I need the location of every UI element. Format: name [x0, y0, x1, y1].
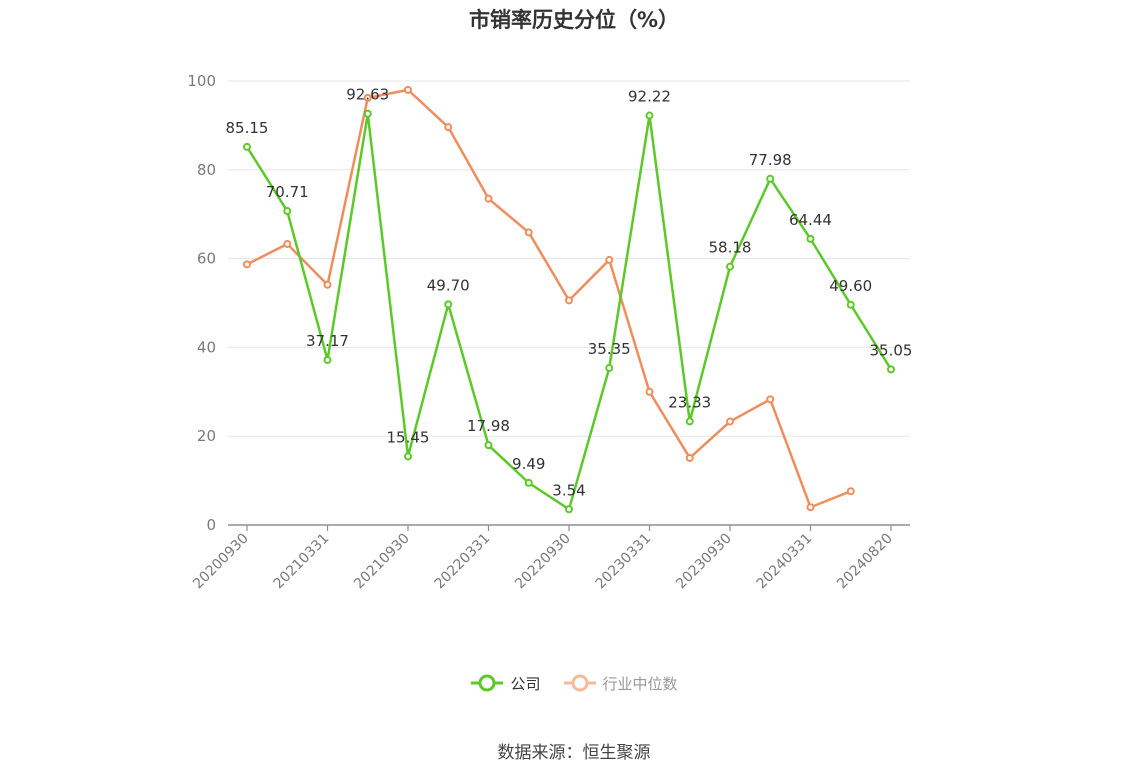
industry-data-point [363, 93, 372, 102]
data-label: 58.18 [709, 239, 752, 257]
company-data-point [726, 262, 734, 271]
data-label: 3.54 [552, 481, 585, 499]
company-data-point [605, 364, 614, 373]
data-label: 17.98 [467, 417, 510, 435]
data-label: 49.70 [427, 276, 470, 294]
industry-series-line [246, 88, 852, 509]
legend-item-industry[interactable]: 行业中位数 [563, 672, 678, 694]
company-data-point [806, 234, 815, 243]
data-label: 9.49 [512, 455, 545, 473]
company-data-point [685, 417, 694, 426]
data-label: 70.71 [266, 183, 309, 201]
industry-data-point [524, 228, 533, 237]
chart-title: 市销率历史分位（%） [468, 8, 680, 32]
legend-line-icon [471, 674, 504, 692]
company-data-point [283, 207, 292, 216]
x-tick-label: 20220930 [512, 531, 574, 593]
x-tick-label: 20240331 [754, 531, 816, 593]
company-data-point [444, 300, 453, 309]
y-tick-label: 40 [197, 338, 216, 356]
industry-data-point [846, 487, 855, 496]
company-data-point [323, 355, 332, 364]
y-tick-label: 20 [197, 427, 216, 445]
industry-data-point [766, 395, 775, 404]
legend-label-company: 公司 [510, 674, 541, 693]
company-data-point [846, 300, 855, 309]
industry-data-point [283, 239, 292, 248]
data-label: 92.22 [628, 88, 671, 106]
legend-label-industry: 行业中位数 [602, 674, 678, 693]
chart-legend: 公司 行业中位数 [0, 672, 1148, 694]
data-label: 85.15 [226, 119, 269, 137]
x-tick-label: 20220331 [432, 531, 494, 593]
company-data-point [645, 111, 654, 120]
data-label: 35.35 [588, 340, 631, 358]
x-tick-label: 20230331 [593, 531, 655, 593]
data-label: 92.63 [346, 86, 389, 104]
industry-data-point [404, 85, 412, 94]
data-label: 23.33 [668, 393, 711, 411]
x-tick-label: 20240820 [834, 531, 896, 593]
industry-data-point [685, 453, 694, 462]
data-label: 64.44 [789, 211, 832, 229]
legend-item-company[interactable]: 公司 [470, 672, 541, 694]
data-label: 37.17 [306, 332, 349, 350]
y-tick-label: 60 [197, 250, 216, 268]
company-series-line [245, 112, 893, 511]
industry-data-point [243, 260, 251, 269]
y-tick-label: 80 [197, 161, 216, 179]
x-tick-label: 20210930 [351, 531, 413, 593]
data-label: 15.45 [387, 428, 430, 446]
industry-data-point [605, 255, 614, 264]
data-label: 77.98 [749, 151, 792, 169]
company-data-point [565, 505, 573, 514]
company-data-point [766, 174, 775, 183]
legend-line-icon [563, 674, 596, 692]
data-source-note: 数据来源：恒生聚源 [497, 743, 651, 763]
x-tick-label: 20210331 [271, 531, 333, 593]
industry-data-point [726, 417, 734, 426]
industry-data-point [645, 387, 654, 396]
company-data-point [887, 365, 895, 374]
industry-data-point [323, 280, 332, 289]
data-label: 49.60 [829, 277, 872, 295]
x-tick-label: 20200930 [190, 531, 252, 593]
y-tick-label: 0 [206, 516, 216, 534]
industry-data-point [484, 194, 493, 203]
company-data-point [484, 441, 493, 450]
company-data-point [363, 109, 372, 118]
company-data-point [243, 142, 251, 151]
data-label: 35.05 [870, 341, 913, 359]
company-data-point [404, 452, 412, 461]
y-tick-label: 100 [187, 72, 216, 90]
x-tick-label: 20230930 [673, 531, 735, 593]
company-data-point [524, 478, 533, 487]
industry-data-point [444, 123, 453, 132]
industry-data-point [565, 296, 573, 305]
industry-data-point [806, 503, 815, 512]
